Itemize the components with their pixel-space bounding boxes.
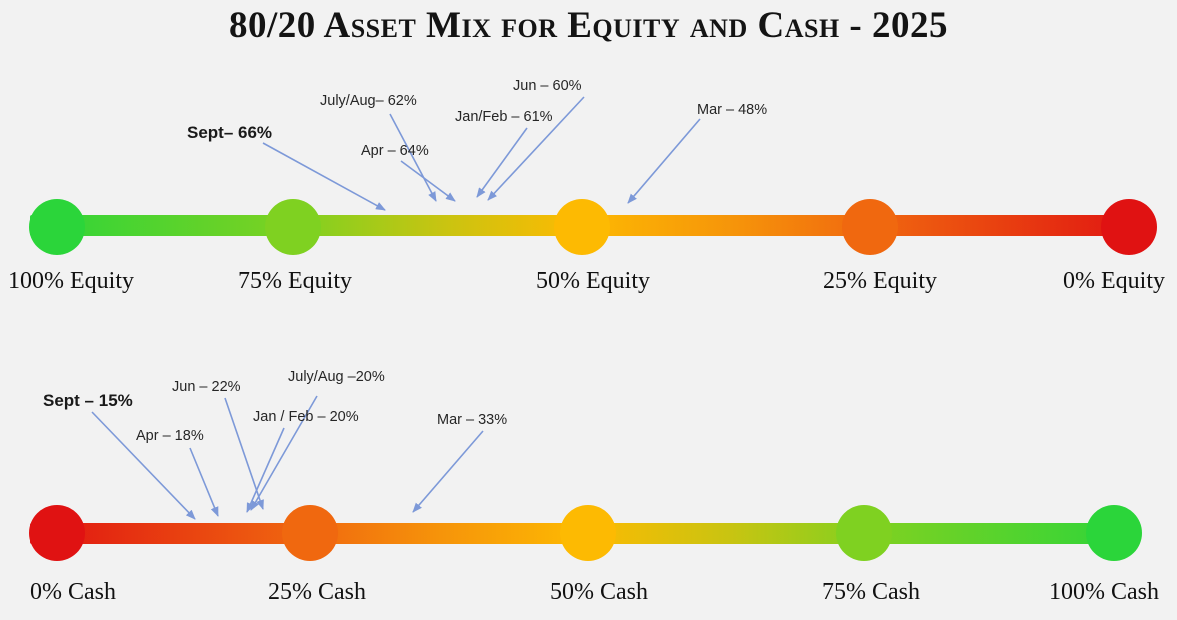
equity-annotation-janfeb: Jan/Feb – 61%: [455, 109, 553, 125]
cash-scale-label-0: 0% Cash: [30, 579, 116, 605]
equity-annotation-jun: Jun – 60%: [513, 78, 582, 94]
equity-annotation-julyaug: July/Aug– 62%: [320, 93, 417, 109]
equity-scale-label-0: 0% Equity: [1063, 268, 1165, 294]
equity-marker-0: [1101, 199, 1157, 255]
equity-scale-label-75: 75% Equity: [238, 268, 352, 294]
equity-marker-50: [554, 199, 610, 255]
arrow-equity-jun: [487, 96, 585, 201]
equity-marker-25: [842, 199, 898, 255]
equity-scale-label-50: 50% Equity: [536, 268, 650, 294]
equity-annotation-apr: Apr – 64%: [361, 143, 429, 159]
equity-annotation-mar: Mar – 48%: [697, 102, 768, 118]
cash-scale-label-100: 100% Cash: [1049, 579, 1159, 605]
cash-marker-75: [836, 505, 892, 561]
cash-marker-100: [1086, 505, 1142, 561]
cash-marker-25: [282, 505, 338, 561]
equity-marker-75: [265, 199, 321, 255]
equity-annotation-sept: Sept– 66%: [187, 123, 273, 142]
equity-marker-100: [29, 199, 85, 255]
arrow-equity-sept: [262, 142, 386, 211]
arrow-cash-sept: [91, 411, 196, 520]
arrow-cash-mar: [412, 430, 484, 513]
arrow-cash-julyaug: [250, 395, 318, 511]
cash-annotation-sept: Sept – 15%: [43, 391, 133, 410]
cash-marker-0: [29, 505, 85, 561]
cash-scale-label-75: 75% Cash: [822, 579, 920, 605]
arrow-equity-julyaug: [389, 113, 437, 202]
page-title: 80/20 Asset Mix for Equity and Cash - 20…: [228, 5, 948, 46]
arrow-cash-janfeb: [246, 427, 285, 513]
arrow-equity-mar: [627, 118, 701, 204]
cash-scale-label-50: 50% Cash: [550, 579, 648, 605]
cash-marker-50: [560, 505, 616, 561]
cash-annotation-janfeb: Jan / Feb – 20%: [253, 409, 359, 425]
equity-scale-label-25: 25% Equity: [823, 268, 937, 294]
equity-scale-label-100: 100% Equity: [8, 268, 134, 294]
arrow-equity-janfeb: [476, 127, 528, 198]
cash-annotation-julyaug: July/Aug –20%: [288, 369, 385, 385]
arrow-cash-apr: [189, 447, 219, 517]
cash-annotation-mar: Mar – 33%: [437, 412, 508, 428]
cash-scale-label-25: 25% Cash: [268, 579, 366, 605]
cash-annotation-apr: Apr – 18%: [136, 428, 204, 444]
cash-annotation-jun: Jun – 22%: [172, 379, 241, 395]
arrow-equity-apr: [400, 160, 456, 202]
